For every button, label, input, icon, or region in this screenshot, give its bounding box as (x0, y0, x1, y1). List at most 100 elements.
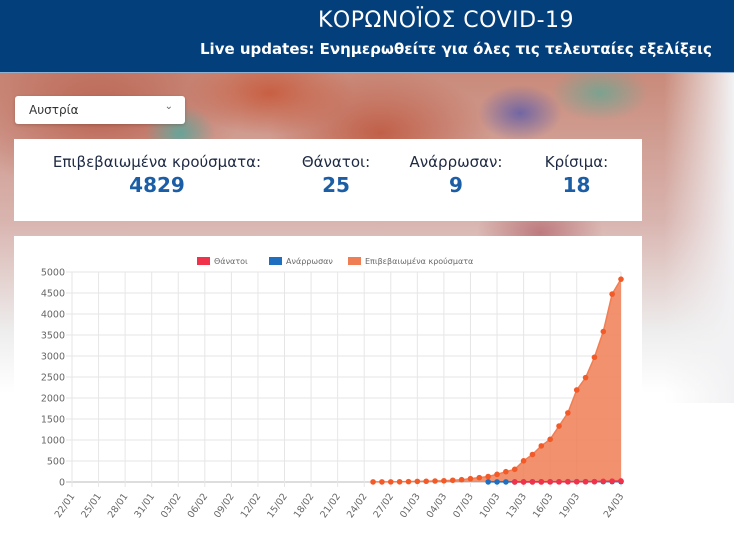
stat-value: 25 (322, 173, 350, 197)
country-select[interactable]: Αυστρία ⌄ (15, 96, 185, 124)
data-point (600, 478, 607, 485)
stat-label: Ανάρρωσαν: (409, 153, 503, 171)
chevron-down-icon: ⌄ (164, 101, 173, 112)
x-tick-label: 25/01 (79, 491, 104, 520)
stat-value: 18 (562, 173, 591, 197)
data-point (458, 476, 465, 483)
x-tick-label: 12/02 (239, 491, 264, 520)
legend-swatch (197, 257, 210, 265)
x-tick-label: 16/03 (531, 491, 556, 520)
data-point (573, 387, 580, 393)
y-tick-label: 1500 (41, 415, 65, 426)
x-tick-label: 07/03 (451, 491, 476, 520)
data-point (449, 477, 456, 484)
data-point (609, 478, 615, 484)
x-tick-label: 10/03 (478, 491, 503, 520)
data-point (423, 478, 429, 485)
y-tick-label: 3000 (41, 352, 65, 363)
y-tick-label: 5000 (41, 268, 65, 279)
data-point (432, 478, 438, 484)
x-tick-label: 27/02 (372, 491, 397, 520)
stat-value: 9 (449, 173, 463, 197)
x-tick-label: 22/01 (53, 491, 78, 520)
page-subtitle: Live updates: Ενημερωθείτε για όλες τις … (200, 40, 712, 58)
data-point (485, 473, 491, 480)
data-point (565, 479, 571, 485)
data-point (618, 276, 624, 282)
data-point (582, 374, 589, 381)
legend-label: Ανάρρωσαν (286, 257, 333, 266)
data-point (511, 479, 518, 485)
data-point (565, 410, 571, 416)
x-tick-label: 03/02 (159, 491, 184, 520)
data-point (387, 479, 394, 485)
data-point (538, 443, 545, 449)
y-tick-label: 0 (59, 478, 65, 489)
y-tick-label: 4000 (41, 310, 65, 321)
stat-critical: Κρίσιμα: 18 (529, 153, 624, 197)
y-tick-label: 4500 (41, 289, 65, 300)
data-point (547, 436, 553, 443)
data-point (538, 479, 545, 485)
stat-recovered: Ανάρρωσαν: 9 (401, 153, 511, 197)
stat-deaths: Θάνατοι: 25 (286, 153, 386, 197)
data-point (618, 478, 624, 484)
y-tick-label: 2000 (41, 394, 65, 405)
legend-label: Θάνατοι (214, 257, 248, 266)
confirmed-area (373, 279, 621, 482)
data-point (529, 479, 536, 485)
y-tick-label: 3500 (41, 331, 65, 342)
data-point (520, 479, 527, 485)
data-point (370, 479, 376, 485)
data-point (511, 466, 518, 473)
data-point (547, 479, 553, 485)
data-point (476, 474, 483, 481)
data-point (414, 478, 421, 485)
data-point (503, 479, 509, 485)
data-point (582, 478, 589, 485)
x-tick-label: 09/02 (212, 491, 237, 520)
x-tick-label: 01/03 (398, 491, 423, 520)
stats-panel: Επιβεβαιωμένα κρούσματα: 4829 Θάνατοι: 2… (14, 139, 642, 221)
page-title: ΚΟΡΩΝΟΪΟΣ COVID-19 (318, 8, 574, 33)
stat-label: Κρίσιμα: (544, 153, 609, 171)
x-tick-label: 19/03 (557, 491, 582, 520)
data-point (494, 479, 500, 485)
data-point (485, 479, 491, 485)
data-point (529, 451, 536, 458)
data-point (556, 479, 562, 485)
data-point (520, 458, 527, 464)
y-tick-label: 1000 (41, 436, 65, 447)
legend-swatch (348, 257, 361, 265)
legend-swatch (269, 257, 282, 265)
data-point (573, 478, 580, 485)
x-tick-label: 13/03 (504, 491, 529, 520)
x-tick-label: 21/02 (318, 491, 343, 520)
data-point (600, 328, 607, 335)
x-tick-label: 04/03 (425, 491, 450, 520)
stat-value: 4829 (129, 173, 185, 197)
chart-card (14, 236, 642, 543)
data-point (591, 354, 598, 361)
y-tick-label: 2500 (41, 373, 65, 384)
stat-confirmed: Επιβεβαιωμένα κρούσματα: 4829 (47, 153, 267, 197)
data-point (405, 478, 412, 485)
x-tick-label: 24/02 (345, 491, 370, 520)
data-point (609, 291, 615, 297)
x-tick-label: 06/02 (186, 491, 211, 520)
country-select-value: Αυστρία (29, 103, 79, 117)
data-point (591, 478, 598, 485)
data-point (503, 468, 509, 475)
data-point (556, 423, 562, 429)
x-tick-label: 15/02 (265, 491, 290, 520)
legend-label: Επιβεβαιωμένα κρούσματα (365, 256, 473, 266)
data-point (379, 479, 385, 485)
x-tick-label: 28/01 (106, 491, 131, 520)
x-tick-label: 18/02 (292, 491, 317, 520)
y-tick-label: 500 (47, 457, 65, 468)
data-point (441, 477, 447, 484)
x-tick-label: 31/01 (132, 491, 157, 520)
data-point (494, 471, 500, 478)
x-tick-label: 24/03 (602, 491, 627, 520)
